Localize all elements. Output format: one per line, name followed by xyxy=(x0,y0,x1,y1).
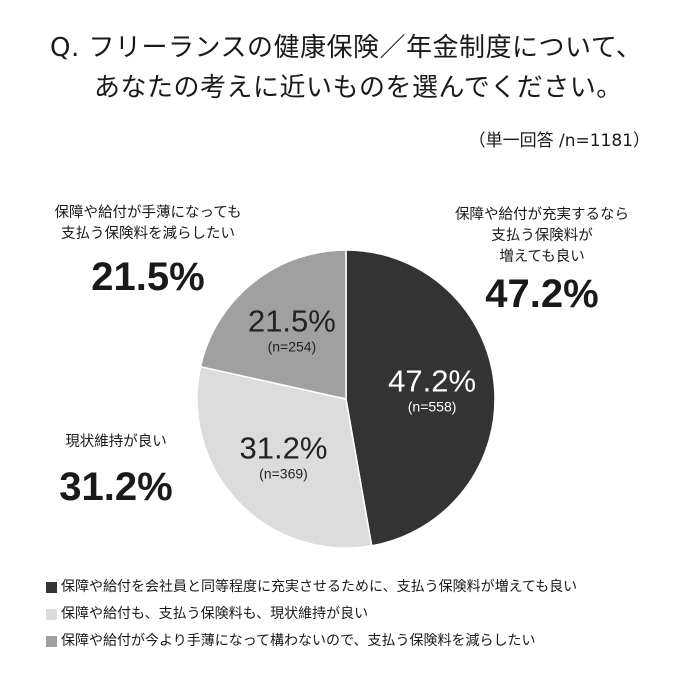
title-line-1: Q. フリーランスの健康保険／年金制度について、 xyxy=(50,33,643,63)
pie-slice-labels: 47.2%(n=558) 31.2%(n=369) 21.5%(n=254) xyxy=(240,304,476,482)
legend: 保障や給付を会社員と同等程度に充実させるために、支払う保険料が増えても良い 保障… xyxy=(46,574,666,655)
sample-note: （単一回答 /n=1181） xyxy=(468,131,650,151)
pie-slice-increase xyxy=(345,249,496,547)
legend-label-reduce: 保障や給付が今より手薄になって構わないので、支払う保険料を減らしたい xyxy=(61,633,536,649)
callout-reduce-percent: 21.5% xyxy=(91,255,205,299)
callout-keep: 現状維持が良い 31.2% xyxy=(26,432,206,510)
callout-reduce-line-1: 保障や給付が手薄になっても xyxy=(54,205,242,221)
legend-swatch-keep xyxy=(46,609,57,620)
legend-label-keep: 保障や給付も、支払う保険料も、現状維持が良い xyxy=(61,606,369,622)
slice-percent-increase: 47.2% xyxy=(388,364,476,399)
legend-label-increase: 保障や給付を会社員と同等程度に充実させるために、支払う保険料が増えても良い xyxy=(61,579,578,595)
callout-increase-line-1: 保障や給付が充実するなら xyxy=(455,207,629,223)
callout-reduce-line-2: 支払う保険料を減らしたい xyxy=(61,226,235,242)
slice-count-increase: (n=558) xyxy=(408,399,457,415)
callout-keep-line-1: 現状維持が良い xyxy=(65,434,167,450)
legend-item-keep: 保障や給付も、支払う保険料も、現状維持が良い xyxy=(46,601,666,628)
callout-increase-percent: 47.2% xyxy=(485,272,599,316)
slice-percent-keep: 31.2% xyxy=(240,431,328,466)
slice-count-reduce: (n=254) xyxy=(268,339,317,355)
callout-reduce: 保障や給付が手薄になっても 支払う保険料を減らしたい 21.5% xyxy=(28,203,268,300)
slice-percent-reduce: 21.5% xyxy=(248,304,336,339)
legend-item-increase: 保障や給付を会社員と同等程度に充実させるために、支払う保険料が増えても良い xyxy=(46,574,666,601)
pie-slice-keep xyxy=(196,365,373,549)
callout-increase: 保障や給付が充実するなら 支払う保険料が 増えても良い 47.2% xyxy=(412,205,672,317)
title-line-2: あなたの考えに近いものを選んでください。 xyxy=(94,73,623,103)
slice-count-keep: (n=369) xyxy=(259,466,308,482)
legend-item-reduce: 保障や給付が今より手薄になって構わないので、支払う保険料を減らしたい xyxy=(46,628,666,655)
legend-swatch-increase xyxy=(46,582,57,593)
legend-swatch-reduce xyxy=(46,636,57,647)
pie-slices xyxy=(196,249,496,549)
callout-increase-line-3: 増えても良い xyxy=(499,249,585,265)
callout-increase-line-2: 支払う保険料が xyxy=(491,228,593,244)
pie-slice-reduce xyxy=(199,249,347,400)
chart-title: Q. フリーランスの健康保険／年金制度について、 あなたの考えに近いものを選んで… xyxy=(50,28,670,108)
callout-keep-percent: 31.2% xyxy=(59,465,173,509)
